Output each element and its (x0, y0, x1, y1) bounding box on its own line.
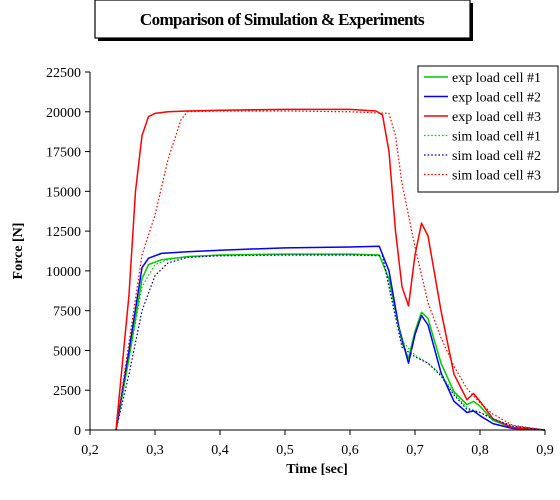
y-tick-label: 5000 (53, 344, 81, 359)
legend-label-3: exp load cell #3 (452, 110, 541, 125)
x-tick-label: 0,9 (536, 443, 554, 458)
x-axis-ticks: 0,2 0,3 0,4 0,5 0,6 0,7 0,8 0,9 (81, 430, 554, 458)
chart-title: Comparison of Simulation & Experiments (94, 0, 473, 41)
x-tick-label: 0,6 (341, 443, 359, 458)
legend-label-2: exp load cell #2 (452, 91, 541, 106)
series-line-6 (115, 110, 546, 431)
title-box (94, 0, 471, 39)
series-line-1 (115, 253, 546, 431)
series-layer (115, 108, 546, 431)
series-line-3 (115, 108, 546, 431)
legend-label-5: sim load cell #2 (452, 149, 541, 164)
x-tick-label: 0,2 (81, 443, 99, 458)
x-tick-label: 0,4 (211, 443, 229, 458)
legend-label-1: exp load cell #1 (452, 71, 541, 86)
x-axis-title: Time [sec] (286, 462, 348, 477)
y-tick-label: 20000 (46, 106, 81, 121)
x-tick-label: 0,8 (471, 443, 489, 458)
legend-label-6: sim load cell #3 (452, 169, 541, 184)
y-tick-label: 17500 (46, 146, 81, 161)
x-tick-label: 0,5 (276, 443, 294, 458)
y-tick-label: 2500 (53, 384, 81, 399)
y-tick-label: 7500 (53, 305, 81, 320)
legend-label-4: sim load cell #1 (452, 130, 541, 145)
y-tick-label: 15000 (46, 185, 81, 200)
x-tick-label: 0,3 (146, 443, 164, 458)
y-tick-label: 22500 (46, 66, 81, 81)
y-tick-label: 0 (74, 424, 81, 439)
y-axis-ticks: 0 2500 5000 7500 10000 12500 15000 17500 20000 22… (46, 66, 90, 439)
y-tick-label: 10000 (46, 265, 81, 280)
legend: exp load cell #1 exp load cell #2 exp load… (417, 65, 559, 193)
series-line-4 (115, 254, 546, 431)
y-tick-label: 12500 (46, 225, 81, 240)
x-tick-label: 0,7 (406, 443, 424, 458)
legend-box (417, 65, 559, 193)
plot-area: 0 2500 5000 7500 10000 12500 15000 17500 20000 22… (46, 66, 554, 458)
y-axis-title: Force [N] (11, 223, 26, 280)
legend-items: exp load cell #1 exp load cell #2 exp load… (424, 71, 541, 184)
chart-title-text: Comparison of Simulation & Experiments (140, 10, 425, 29)
series-line-2 (115, 245, 546, 431)
series-line-5 (115, 254, 546, 431)
